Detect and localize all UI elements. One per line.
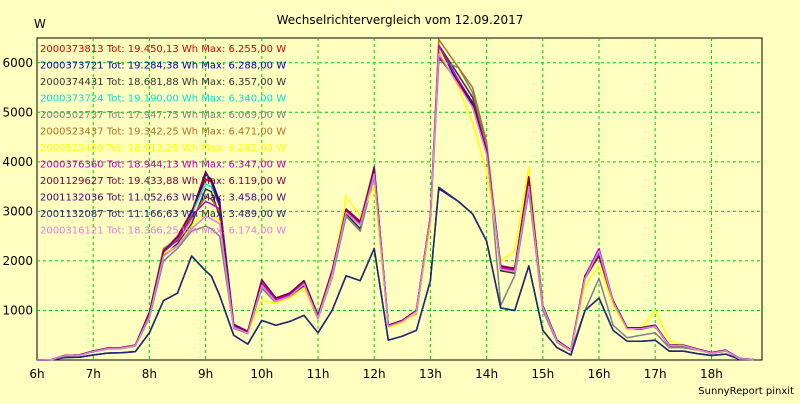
y-axis-label: W <box>34 17 46 31</box>
x-tick-label: 9h <box>198 367 213 381</box>
y-tick-label: 4000 <box>2 155 33 169</box>
plot-area <box>36 37 763 361</box>
grid <box>37 38 762 360</box>
x-tick-label: 18h <box>700 367 723 381</box>
y-tick-label: 6000 <box>2 56 33 70</box>
legend-entry: 2000523439 Tot: 18.913,25 Wh Max: 6.282,… <box>40 143 286 154</box>
y-tick-label: 1000 <box>2 303 33 317</box>
y-tick-label: 2000 <box>2 254 33 268</box>
legend-entry: 2000523437 Tot: 19.342,25 Wh Max: 6.471,… <box>40 127 286 138</box>
x-tick-label: 8h <box>142 367 157 381</box>
x-tick-label: 6h <box>29 367 44 381</box>
legend: 2000373813 Tot: 19.450,13 Wh Max: 6.255,… <box>40 44 286 237</box>
legend-entry: 2001129627 Tot: 19.433,88 Wh Max: 6.119,… <box>40 176 286 187</box>
x-tick-label: 16h <box>588 367 611 381</box>
legend-entry: 2000373813 Tot: 19.450,13 Wh Max: 6.255,… <box>40 44 286 55</box>
x-tick-label: 10h <box>250 367 273 381</box>
legend-entry: 2000373724 Tot: 19.190,00 Wh Max: 6.340,… <box>40 94 286 105</box>
legend-entry: 2000502737 Tot: 17.947,75 Wh Max: 6.069,… <box>40 110 286 121</box>
x-tick-label: 11h <box>307 367 330 381</box>
legend-entry: 2000316121 Tot: 18.366,25 Wh Max: 6.174,… <box>40 226 286 237</box>
x-tick-label: 13h <box>419 367 442 381</box>
legend-entry: 2001132087 Tot: 11.166,63 Wh Max: 3.489,… <box>40 209 286 220</box>
legend-entry: 2000374431 Tot: 18.681,88 Wh Max: 6.357,… <box>40 77 286 88</box>
legend-entry: 2000376360 Tot: 18.944,13 Wh Max: 6.347,… <box>40 160 286 171</box>
chart-title: Wechselrichtervergleich vom 12.09.2017 <box>277 13 524 27</box>
y-tick-labels: 1000 2000 3000 4000 5000 6000 <box>2 56 33 318</box>
legend-entry: 2001132036 Tot: 11.052,63 Wh Max: 3.458,… <box>40 193 286 204</box>
x-tick-label: 7h <box>86 367 101 381</box>
y-tick-label: 3000 <box>2 204 33 218</box>
credit-text: SunnyReport pinxit <box>698 386 794 397</box>
x-tick-label: 12h <box>363 367 386 381</box>
x-tick-labels: 6h 7h 8h 9h 10h 11h 12h 13h 14h 15h 16h 17h 18h <box>29 367 722 381</box>
x-tick-label: 15h <box>531 367 554 381</box>
legend-entry: 2000373721 Tot: 19.284,38 Wh Max: 6.288,… <box>40 61 286 72</box>
x-tick-label: 14h <box>475 367 498 381</box>
x-tick-label: 17h <box>644 367 667 381</box>
series-line-2000316121 <box>36 53 754 361</box>
series-lines <box>36 38 754 361</box>
series-line-2001132087 <box>36 186 754 361</box>
y-tick-label: 5000 <box>2 105 33 119</box>
